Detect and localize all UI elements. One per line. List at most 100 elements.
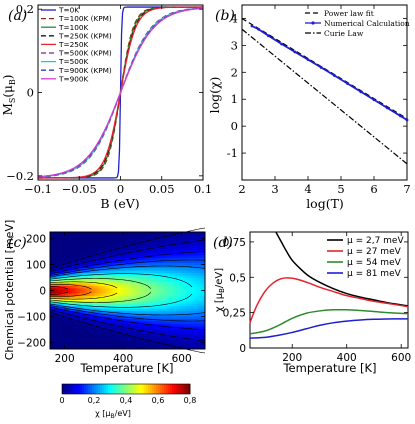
panel-c-heatmap-cell xyxy=(132,232,136,235)
panel-c-heatmap-cell xyxy=(170,237,173,241)
panel-c-heatmap-cell xyxy=(67,257,71,261)
panel-c-heatmap-cell xyxy=(152,265,156,269)
panel-c-heatmap-cell xyxy=(70,259,73,263)
panel-c-heatmap-cell xyxy=(70,318,73,322)
panel-c-heatmap-cell xyxy=(52,315,56,319)
panel-c-heatmap-cell xyxy=(57,259,61,263)
panel-c-heatmap-cell xyxy=(65,237,68,241)
panel-c-heatmap-cell xyxy=(177,234,181,238)
panel-c-heatmap-cell xyxy=(137,343,141,347)
panel-c-heatmap-cell xyxy=(82,285,86,289)
panel-c-heatmap-cell xyxy=(65,333,68,337)
panel-c-heatmap-cell xyxy=(60,272,63,276)
panel-a-y-axis-title-unit-close: ) xyxy=(1,75,15,80)
panel-c-heatmap-cell xyxy=(180,285,183,289)
panel-c-heatmap-cell xyxy=(117,247,121,251)
panel-c-heatmap-cell xyxy=(195,321,198,324)
panel-c-heatmap-cell xyxy=(150,326,153,330)
panel-c-heatmap-cell xyxy=(125,272,128,276)
panel-c-heatmap-cell xyxy=(135,244,138,248)
panel-c-heatmap-cell xyxy=(200,293,203,296)
panel-c-heatmap-cell xyxy=(112,252,116,256)
panel-c-heatmap-cell xyxy=(192,313,196,317)
panel-c-heatmap-cell xyxy=(155,323,158,327)
colorbar-segment xyxy=(170,384,173,394)
panel-c-heatmap-cell xyxy=(140,252,143,256)
panel-c-heatmap-cell xyxy=(187,313,191,317)
panel-c-heatmap-cell xyxy=(175,259,178,263)
panel-c-heatmap-cell xyxy=(140,341,143,345)
panel-c-heatmap-cell xyxy=(90,328,93,332)
panel-c-heatmap-cell xyxy=(115,343,118,347)
panel-c-heatmap-cell xyxy=(135,237,138,241)
panel-c-heatmap-cell xyxy=(57,321,61,324)
panel-c-heatmap-cell xyxy=(180,323,183,327)
panel-c-heatmap-cell xyxy=(100,298,103,302)
panel-c-heatmap-cell xyxy=(135,285,138,289)
panel-c-heatmap-cell xyxy=(75,313,78,317)
panel-c-heatmap-cell xyxy=(97,232,101,235)
panel-c-heatmap-cell xyxy=(77,259,81,263)
panel-c-heatmap-cell xyxy=(72,239,76,243)
panel-c-heatmap-cell xyxy=(50,267,53,271)
panel-c-heatmap-cell xyxy=(170,305,173,309)
panel-c-heatmap-cell xyxy=(110,244,113,248)
panel-c-heatmap-cell xyxy=(115,262,118,266)
panel-c-heatmap-cell xyxy=(97,313,101,317)
panel-c-heatmap-cell xyxy=(72,326,76,330)
panel-c-heatmap-cell xyxy=(117,254,121,258)
panel-c-heatmap-cell xyxy=(125,239,128,243)
panel-c-heatmap-cell xyxy=(52,343,56,347)
panel-c-heatmap-cell xyxy=(182,333,186,337)
panel-c-heatmap-cell xyxy=(165,282,168,286)
panel-b-x-tick-label: 2 xyxy=(238,182,245,196)
panel-c-heatmap-cell xyxy=(100,265,103,269)
panel-c-heatmap-cell xyxy=(100,293,103,296)
panel-c-heatmap-cell xyxy=(167,328,171,332)
panel-c-heatmap-cell xyxy=(155,257,158,261)
panel-c-heatmap-cell xyxy=(137,270,141,274)
colorbar-tick-label: 0,2 xyxy=(88,396,101,405)
panel-c-heatmap-cell xyxy=(92,341,96,345)
panel-c-heatmap-cell xyxy=(145,321,148,324)
panel-c-heatmap-cell xyxy=(142,275,146,279)
panel-c-heatmap-cell xyxy=(140,326,143,330)
panel-c-heatmap-cell xyxy=(182,249,186,253)
panel-c-heatmap-cell xyxy=(167,346,171,350)
panel-c-heatmap-cell xyxy=(190,275,193,279)
panel-c-heatmap-cell xyxy=(150,290,153,294)
colorbar-segment xyxy=(64,384,67,394)
panel-c-heatmap-cell xyxy=(62,295,66,299)
panel-c-heatmap-cell xyxy=(185,244,188,248)
panel-c-heatmap-cell xyxy=(160,341,163,345)
panel-c-heatmap-cell xyxy=(127,346,131,350)
panel-c-heatmap-cell xyxy=(80,295,83,299)
panel-c-heatmap-cell xyxy=(122,254,126,258)
panel-c-heatmap-cell xyxy=(200,308,203,312)
panel-c-heatmap-cell xyxy=(87,270,91,274)
panel-c-heatmap-cell xyxy=(162,343,166,347)
panel-c-heatmap-cell xyxy=(125,270,128,274)
panel-c-heatmap-cell xyxy=(115,313,118,317)
panel-c-heatmap-cell xyxy=(185,318,188,322)
panel-c-heatmap-cell xyxy=(190,333,193,337)
panel-c-heatmap-cell xyxy=(152,272,156,276)
panel-c-heatmap-cell xyxy=(192,277,196,281)
panel-c-heatmap-cell xyxy=(60,315,63,319)
panel-c-heatmap-cell xyxy=(97,244,101,248)
panel-c-heatmap-cell xyxy=(162,259,166,263)
panel-c-heatmap-cell xyxy=(105,237,108,241)
panel-c-heatmap-cell xyxy=(140,315,143,319)
panel-c-heatmap-cell xyxy=(72,244,76,248)
panel-c-heatmap-cell xyxy=(160,326,163,330)
panel-c-heatmap-cell xyxy=(87,239,91,243)
panel-c-heatmap-cell xyxy=(117,290,121,294)
panel-c-heatmap-cell xyxy=(110,232,113,235)
panel-c-heatmap-cell xyxy=(167,336,171,340)
panel-c-heatmap-cell xyxy=(107,254,111,258)
panel-c-heatmap-cell xyxy=(120,343,123,347)
panel-c-heatmap-cell xyxy=(160,262,163,266)
panel-c-heatmap-cell xyxy=(187,254,191,258)
panel-c-heatmap-cell xyxy=(137,232,141,235)
